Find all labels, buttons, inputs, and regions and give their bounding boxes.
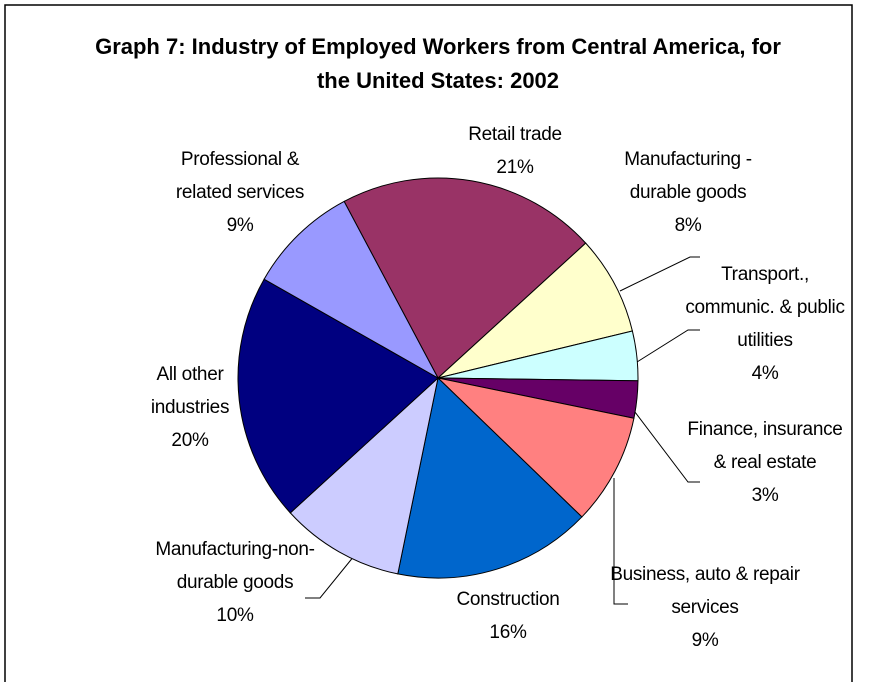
slice-label: Manufacturing - durable goods 8%	[598, 143, 778, 242]
pie-slice	[263, 200, 440, 380]
leader-line	[636, 329, 700, 363]
pie-slice	[343, 177, 587, 379]
category-label: Retail trade	[468, 124, 562, 145]
leader-line	[634, 411, 700, 483]
pie-slice	[397, 377, 583, 579]
value-label: 4%	[751, 363, 779, 384]
pie-slice	[436, 377, 635, 518]
pie-slice	[237, 278, 439, 514]
slice-label: Transport., communic. & public utilities…	[680, 258, 850, 390]
value-label: 10%	[216, 605, 254, 626]
category-label: Finance, insurance & real estate	[687, 419, 843, 473]
slice-label: Finance, insurance & real estate 3%	[680, 413, 850, 512]
slice-label: Professional & related services 9%	[155, 143, 325, 242]
pie-slice	[289, 376, 439, 575]
category-label: Manufacturing-non-durable goods	[155, 539, 315, 593]
leader-line	[305, 544, 364, 599]
chart-title: Graph 7: Industry of Employed Workers fr…	[95, 34, 781, 93]
category-label: All other industries	[150, 364, 230, 418]
pie-slice	[437, 242, 633, 379]
category-label: Transport., communic. & public utilities	[685, 264, 845, 351]
leader-line	[619, 256, 700, 292]
category-label: Professional & related services	[175, 149, 305, 203]
value-label: 16%	[489, 622, 527, 643]
category-label: Business, auto & repair services	[610, 564, 800, 618]
category-label: Manufacturing - durable goods	[624, 149, 752, 203]
value-label: 9%	[226, 215, 254, 236]
value-label: 8%	[674, 215, 702, 236]
value-label: 20%	[171, 430, 209, 451]
value-label: 9%	[691, 630, 719, 651]
value-label: 3%	[751, 485, 779, 506]
leader-line	[613, 478, 628, 605]
slice-label: Business, auto & repair services 9%	[610, 558, 800, 657]
slice-label: Manufacturing-non-durable goods 10%	[145, 533, 325, 632]
category-label: Construction	[456, 589, 560, 610]
slice-label: Construction 16%	[433, 583, 583, 649]
slice-label: Retail trade 21%	[435, 118, 595, 184]
value-label: 21%	[496, 157, 534, 178]
slice-label: All other industries 20%	[125, 358, 255, 457]
